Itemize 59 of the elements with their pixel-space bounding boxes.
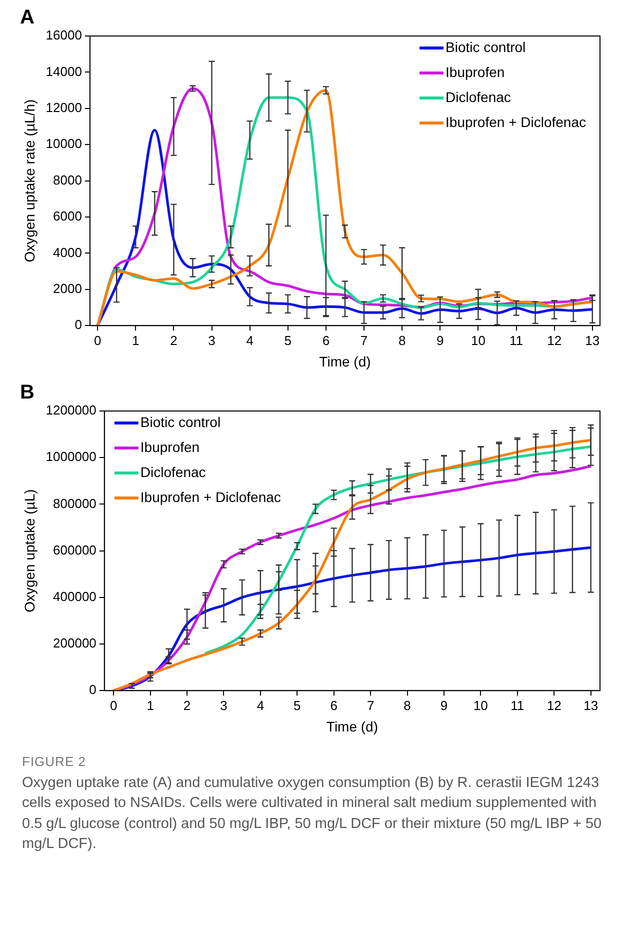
y-tick-label: 16000 [46, 28, 82, 43]
x-tick-label: 0 [110, 698, 118, 713]
legend-label: Ibuprofen + Diclofenac [446, 114, 586, 130]
x-tick-label: 11 [510, 332, 524, 348]
x-tick-label: 7 [360, 332, 368, 348]
x-tick-label: 1 [132, 332, 140, 348]
x-tick-label: 7 [366, 698, 374, 713]
chart-title: B [20, 382, 34, 404]
x-tick-label: 13 [585, 332, 600, 348]
x-tick-label: 8 [404, 698, 411, 713]
y-tick-label: 6000 [53, 208, 82, 224]
x-tick-label: 8 [398, 332, 406, 348]
legend-label: Biotic control [140, 414, 221, 430]
y-tick-label: 200000 [53, 636, 96, 651]
x-axis-title: Time (d) [319, 353, 371, 370]
x-tick-label: 10 [470, 332, 486, 348]
x-axis-title: Time (d) [326, 718, 378, 734]
y-tick-label: 400000 [53, 588, 96, 604]
x-tick-label: 3 [208, 332, 216, 348]
x-tick-label: 9 [436, 332, 444, 348]
legend-label: Biotic control [446, 38, 526, 55]
y-tick-label: 0 [89, 682, 96, 698]
y-tick-label: 2000 [53, 280, 82, 296]
y-axis-title: Oxygen uptake rate (µL/h) [21, 99, 38, 262]
x-tick-label: 10 [473, 698, 488, 713]
x-tick-label: 11 [510, 698, 524, 713]
x-tick-label: 4 [246, 332, 254, 348]
legend-label: Diclofenac [140, 464, 206, 480]
x-tick-label: 2 [183, 698, 191, 713]
x-tick-label: 6 [322, 332, 330, 348]
x-tick-label: 2 [170, 332, 178, 348]
x-tick-label: 12 [546, 698, 562, 713]
legend-label: Ibuprofen [140, 438, 200, 455]
x-tick-label: 5 [294, 698, 301, 713]
x-tick-label: 3 [220, 698, 228, 713]
legend-label: Ibuprofen + Diclofenac [140, 488, 281, 505]
chart-title: A [20, 6, 34, 29]
y-tick-label: 10000 [46, 136, 82, 152]
y-tick-label: 4000 [53, 244, 82, 260]
x-tick-label: 13 [584, 698, 598, 713]
y-tick-label: 14000 [46, 64, 82, 79]
y-tick-label: 800000 [53, 496, 96, 511]
x-tick-label: 1 [146, 698, 154, 713]
y-tick-label: 600000 [53, 542, 96, 558]
y-tick-label: 12000 [46, 100, 82, 115]
text: Oxygen uptake rate (A) and cumulative oxygen consumption (B) by R. cerastii IEGM 1243 cells exposed to NSAIDs. Cells were cultivated in mineral salt medium supplemented with 0.5 g/L glucose (control) and 50 mg/L IBP, 50 mg/L DCF or their mixture (50 mg/L IBP + 50 mg/L DCF). [22, 774, 603, 854]
legend-label: Diclofenac [446, 88, 511, 105]
x-tick-label: 6 [330, 698, 338, 713]
x-tick-label: 5 [284, 332, 292, 348]
y-tick-label: 0 [74, 317, 82, 332]
x-tick-label: 9 [440, 698, 448, 713]
y-axis-title: Oxygen uptake (µL) [21, 489, 38, 612]
y-tick-label: 1200000 [46, 402, 96, 418]
x-tick-label: 12 [547, 332, 562, 348]
legend-label: Ibuprofen [446, 64, 505, 80]
caption: FIGURE 2 [22, 754, 87, 769]
y-tick-label: 1000000 [46, 449, 96, 464]
y-tick-label: 8000 [53, 172, 82, 188]
x-tick-label: 4 [256, 698, 264, 713]
